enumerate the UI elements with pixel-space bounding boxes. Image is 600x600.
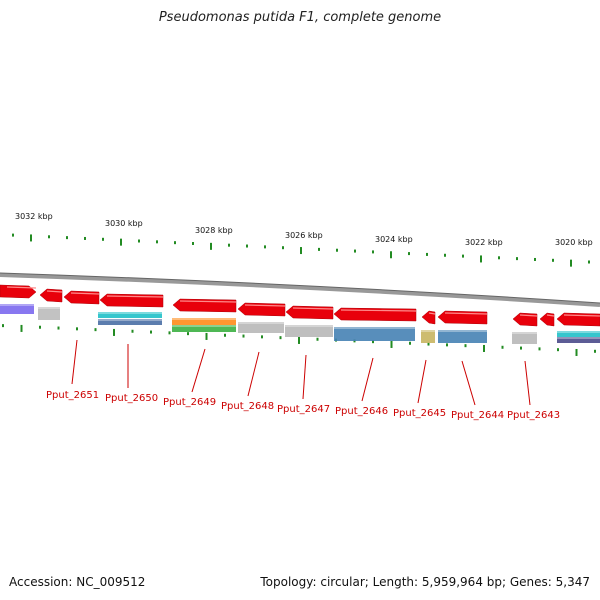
gene-label: Pput_2645 [393, 408, 446, 419]
feature-band [438, 330, 487, 343]
feature-bands [0, 304, 600, 344]
feature-band-highlight [285, 325, 333, 327]
feature-band [285, 325, 333, 337]
feature-band-highlight [238, 322, 284, 324]
gene-label-leader [71, 339, 78, 385]
gene-arrow [421, 310, 436, 325]
feature-band-highlight [172, 318, 236, 320]
genome-summary: Topology: circular; Length: 5,959,964 bp… [260, 575, 590, 589]
gene-label: Pput_2651 [46, 390, 99, 401]
feature-band-highlight [421, 330, 435, 332]
backbone-edge [0, 272, 600, 304]
gene-label: Pput_2644 [451, 410, 504, 421]
gene-track [0, 284, 600, 327]
feature-band [557, 331, 600, 337]
genome-title: Pseudomonas putida F1, complete genome [158, 10, 442, 25]
feature-band [334, 327, 415, 341]
gene-label-leader [461, 360, 476, 406]
gene-arrow-highlight [46, 290, 63, 293]
feature-band-highlight [98, 319, 162, 321]
gene-arrow-highlight [519, 314, 538, 317]
feature-band [512, 332, 537, 344]
feature-band-highlight [557, 337, 600, 339]
gene-arrow-highlight [428, 312, 436, 315]
gene-arrow-highlight [563, 314, 600, 317]
feature-band-highlight [557, 331, 600, 333]
feature-band [98, 312, 162, 318]
gene-label: Pput_2649 [163, 397, 216, 408]
gene-label: Pput_2648 [221, 401, 274, 412]
feature-band [172, 325, 236, 332]
gene-arrow-highlight [546, 314, 555, 317]
gene-label-leader [524, 360, 531, 406]
feature-band-highlight [334, 327, 415, 329]
gene-arrow [539, 312, 555, 327]
gene-label: Pput_2650 [105, 393, 158, 404]
gene-label: Pput_2646 [335, 406, 388, 417]
feature-band-highlight [172, 325, 236, 327]
scale-labels: 3032 kbp 3030 kbp 3028 kbp 3026 kbp 3024 kbp… [15, 212, 593, 247]
gene-label-leader [302, 354, 307, 400]
feature-band [172, 318, 236, 325]
backbone-line [0, 273, 600, 307]
gene-arrow-highlight [6, 286, 37, 289]
gene-label-leader [247, 351, 260, 397]
feature-band-highlight [0, 304, 34, 306]
gene-label: Pput_2647 [277, 404, 330, 415]
feature-band [238, 322, 284, 333]
scale-label: 3030 kbp [105, 219, 143, 228]
feature-band-highlight [438, 330, 487, 332]
scale-label: 3024 kbp [375, 235, 413, 244]
gene-label-leader [191, 348, 206, 393]
tick-marks [2, 233, 596, 356]
scale-label: 3028 kbp [195, 226, 233, 235]
gene-arrow-highlight [106, 295, 164, 298]
feature-band-highlight [98, 312, 162, 314]
gene-arrow [512, 312, 538, 327]
gene-arrow-highlight [292, 307, 334, 310]
feature-band [557, 337, 600, 343]
gene-arrow-highlight [70, 292, 100, 295]
scale-label: 3026 kbp [285, 231, 323, 240]
scale-label: 3032 kbp [15, 212, 53, 221]
gene-arrow-highlight [340, 309, 417, 312]
gene-arrow [39, 288, 63, 303]
feature-band [0, 304, 34, 314]
feature-band-highlight [512, 332, 537, 334]
gene-arrow-highlight [444, 312, 488, 315]
feature-band [38, 307, 60, 320]
gene-label-leader [417, 359, 427, 404]
gene-arrow-highlight [244, 304, 286, 307]
gene-arrow-highlight [179, 300, 237, 303]
gene-labels: Pput_2651 Pput_2650 Pput_2649 Pput_2648 Pput… [46, 339, 560, 421]
scale-label: 3020 kbp [555, 238, 593, 247]
scale-label: 3022 kbp [465, 238, 503, 247]
feature-band-highlight [38, 307, 60, 309]
backbone [0, 272, 600, 307]
feature-band [421, 330, 435, 343]
gene-label-leader [361, 357, 374, 402]
accession-text: Accession: NC_009512 [9, 575, 146, 589]
gene-label: Pput_2643 [507, 410, 560, 421]
feature-band [98, 319, 162, 325]
